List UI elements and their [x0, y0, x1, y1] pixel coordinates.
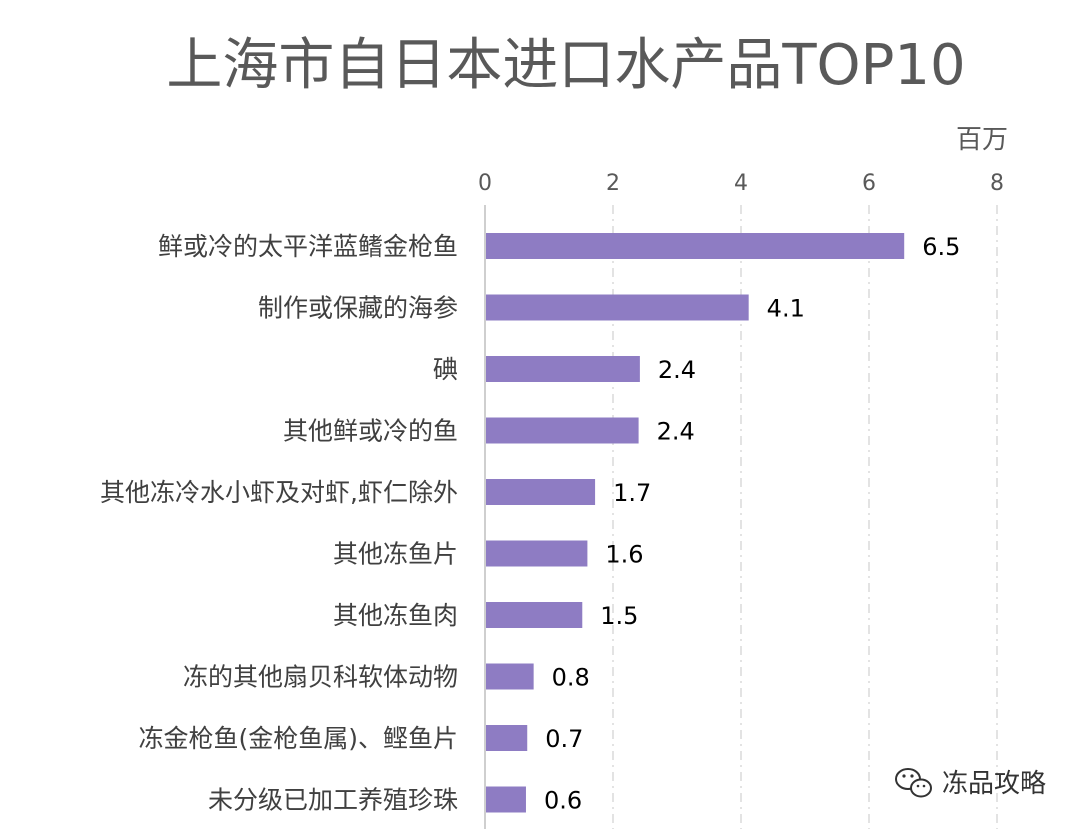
bar: [486, 602, 583, 628]
category-label: 其他冻鱼肉: [333, 601, 458, 630]
bar: [486, 356, 640, 382]
category-label: 其他冻鱼片: [333, 540, 458, 569]
category-label: 鲜或冷的太平洋蓝鳍金枪鱼: [158, 232, 458, 261]
bar: [486, 479, 596, 505]
bar: [486, 786, 526, 813]
gridlines: [484, 205, 998, 829]
watermark: 冻品攻略: [895, 768, 1046, 799]
unit-label: 百万: [956, 125, 1008, 155]
category-labels: 鲜或冷的太平洋蓝鳍金枪鱼制作或保藏的海参碘其他鲜或冷的鱼其他冻冷水小虾及对虾,虾…: [100, 232, 458, 815]
data-label: 0.8: [552, 664, 590, 692]
data-labels: 6.5 4.1 2.4 2.4 1.7 1.6 1.5 0.8 0.7 0.6: [544, 233, 960, 815]
data-label: 6.5: [922, 233, 960, 261]
data-label: 2.4: [657, 418, 695, 446]
x-tick-label: 0: [478, 171, 492, 196]
x-tick-label: 8: [990, 171, 1004, 196]
chart-title: 上海市自日本进口水产品TOP10: [166, 33, 965, 98]
category-label: 其他鲜或冷的鱼: [283, 417, 458, 446]
bar: [486, 540, 588, 567]
x-tick-label: 4: [734, 171, 748, 196]
data-label: 1.7: [613, 479, 651, 507]
bars: [486, 233, 905, 813]
wechat-icon: [895, 768, 932, 798]
x-tick-label: 2: [606, 171, 620, 196]
category-label: 碘: [433, 355, 458, 384]
bar: [486, 294, 749, 321]
category-label: 未分级已加工养殖珍珠: [208, 786, 458, 815]
data-label: 1.5: [600, 602, 638, 630]
x-tick-label: 6: [862, 171, 876, 196]
data-label: 0.6: [544, 787, 582, 815]
data-label: 4.1: [767, 295, 805, 323]
x-axis-ticks: 0 2 4 6 8: [478, 171, 1004, 196]
data-label: 1.6: [605, 541, 643, 569]
bar: [486, 233, 905, 259]
category-label: 冻的其他扇贝科软体动物: [183, 663, 458, 692]
bar: [486, 725, 528, 751]
data-label: 0.7: [545, 725, 583, 753]
bar: [486, 417, 639, 444]
category-label: 制作或保藏的海参: [258, 294, 458, 323]
category-label: 冻金枪鱼(金枪鱼属)、鲣鱼片: [138, 724, 458, 753]
data-label: 2.4: [658, 356, 696, 384]
watermark-text: 冻品攻略: [942, 769, 1046, 799]
bar: [486, 663, 534, 690]
category-label: 其他冻冷水小虾及对虾,虾仁除外: [100, 478, 458, 507]
